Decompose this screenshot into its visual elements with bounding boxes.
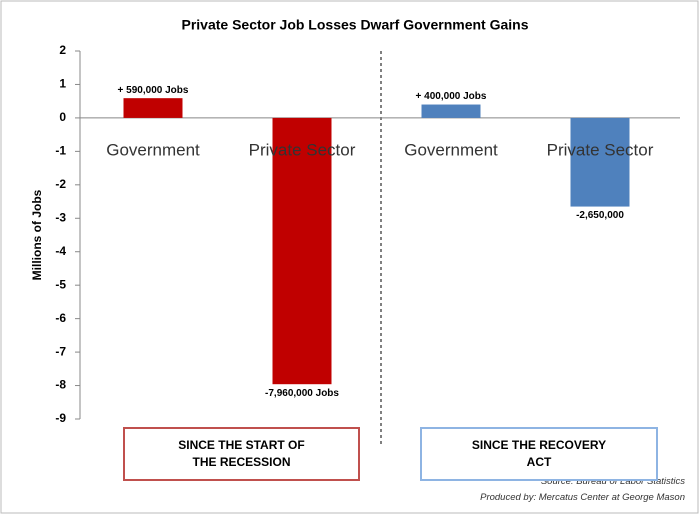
chart-title: Private Sector Job Losses Dwarf Governme… xyxy=(181,17,528,33)
value-label: -7,960,000 Jobs xyxy=(265,388,339,399)
y-tick-label: -9 xyxy=(55,411,66,425)
y-tick-label: -8 xyxy=(55,378,66,392)
y-tick-label: -2 xyxy=(55,177,66,191)
y-tick-label: -1 xyxy=(55,144,66,158)
credit-note: Produced by: Mercatus Center at George M… xyxy=(480,492,685,503)
y-tick-label: -5 xyxy=(55,277,66,291)
source-note: Source: Bureau of Labor Statistics xyxy=(540,476,685,487)
value-label: + 590,000 Jobs xyxy=(118,85,189,96)
group-box: SINCE THE RECOVERY ACT xyxy=(420,427,658,481)
y-tick-label: 1 xyxy=(59,77,66,91)
y-tick-label: -7 xyxy=(55,344,66,358)
bar xyxy=(421,104,481,118)
y-tick-label: -3 xyxy=(55,210,66,224)
y-tick-label: -4 xyxy=(55,244,66,258)
bar xyxy=(272,117,332,385)
bar xyxy=(123,98,183,118)
x-tick-label: Private Sector xyxy=(249,140,356,159)
y-axis-label: Millions of Jobs xyxy=(30,189,44,280)
x-tick-label: Government xyxy=(106,140,200,159)
group-box: SINCE THE START OF THE RECESSION xyxy=(123,427,360,481)
value-label: -2,650,000 xyxy=(576,210,624,221)
x-tick-label: Private Sector xyxy=(547,140,654,159)
bar xyxy=(570,117,630,207)
value-label: + 400,000 Jobs xyxy=(416,91,487,102)
y-tick-label: 2 xyxy=(59,43,66,57)
y-tick-label: -6 xyxy=(55,311,66,325)
x-tick-label: Government xyxy=(404,140,498,159)
y-tick-label: 0 xyxy=(59,110,66,124)
